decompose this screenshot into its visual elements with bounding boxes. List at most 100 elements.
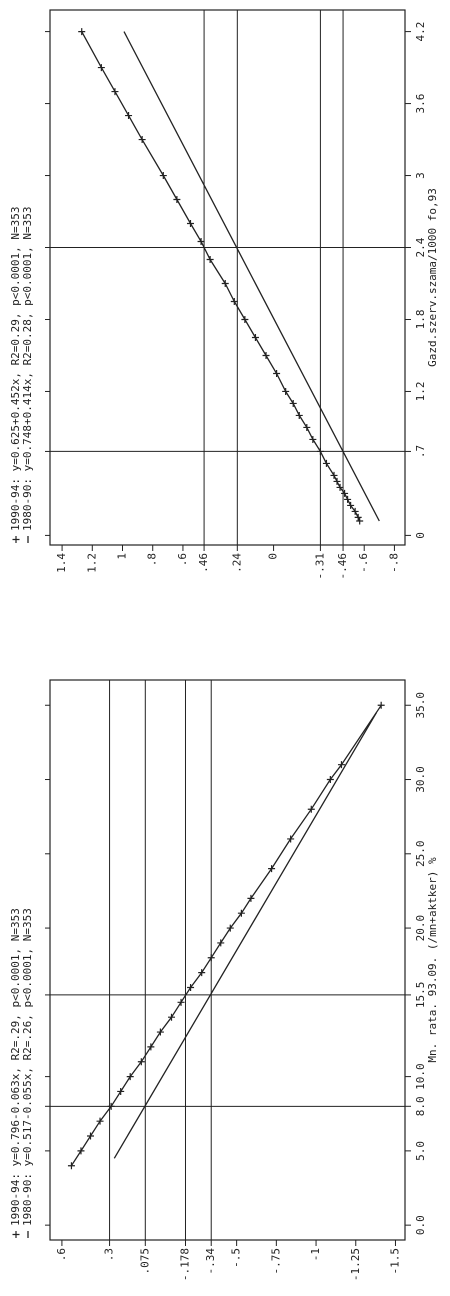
point [351, 507, 359, 515]
point [316, 447, 324, 455]
x-tick-label: 0.0 [414, 1215, 427, 1235]
x-tick-label: 1.8 [414, 310, 427, 330]
point [137, 1058, 145, 1066]
y-tick-label: .6 [176, 553, 189, 566]
plot-frame [49, 679, 406, 1241]
point [347, 501, 355, 509]
point [226, 924, 234, 932]
point [221, 279, 229, 287]
y-tick-label: .24 [230, 553, 243, 573]
x-tick-label: 8.0 [414, 1096, 427, 1116]
point [322, 459, 330, 467]
point [159, 172, 167, 180]
x-tick-label: 15.5 [414, 982, 427, 1009]
point [307, 805, 315, 813]
point [337, 761, 345, 769]
fit-line [70, 704, 382, 1167]
point [268, 865, 276, 873]
point [198, 969, 206, 977]
point [96, 1117, 104, 1125]
point [173, 196, 181, 204]
y-tick-label: -.31 [313, 553, 326, 580]
y-tick-label: -1.25 [349, 1248, 362, 1281]
point [341, 489, 349, 497]
point [287, 835, 295, 843]
y-tick-label: 1 [116, 553, 129, 560]
y-tick-label: 1.4 [55, 553, 68, 573]
point [125, 112, 133, 120]
point [326, 776, 334, 784]
x-tick-label: 5.0 [414, 1141, 427, 1161]
x-tick-label: 25.0 [414, 841, 427, 868]
point [206, 256, 214, 264]
x-axis-label: Gazd.szerv.szama/1000 fo,93 [426, 188, 439, 367]
y-tick-label: .3 [103, 1248, 116, 1261]
y-tick-label: 1.2 [85, 553, 98, 573]
plot-frame [49, 9, 406, 546]
point [230, 297, 238, 305]
point [262, 351, 270, 359]
point [187, 983, 195, 991]
chart: 0.71.21.82.433.64.21.4 1.2 1.8.6.46.24 0 -.3… [9, 9, 439, 580]
y-tick-label: .8 [146, 553, 159, 566]
chart: 0.0 5.0 8.0 10.0 15.5 20.0 25.0 30.0 35.0 .6 .3 .07… [9, 679, 439, 1281]
point [87, 1132, 95, 1140]
point [147, 1043, 155, 1051]
x-tick-label: 3 [414, 172, 427, 179]
x-tick-label: 0 [414, 532, 427, 539]
x-tick-label: 20.0 [414, 915, 427, 942]
y-tick-label: .6 [55, 1248, 68, 1261]
y-tick-label: -.8 [387, 553, 400, 573]
point [237, 909, 245, 917]
point [107, 1102, 115, 1110]
point [295, 411, 303, 419]
y-tick-label: 0 [267, 553, 280, 560]
point [241, 315, 249, 323]
fit-line [81, 31, 361, 522]
point [138, 136, 146, 144]
point [217, 939, 225, 947]
x-tick-label: 3.6 [414, 94, 427, 114]
legend-symbol [12, 1231, 20, 1238]
point [333, 477, 341, 485]
point [67, 1162, 75, 1170]
fit-line [113, 712, 377, 1159]
x-tick-label: 4.2 [414, 22, 427, 42]
point [303, 423, 311, 431]
point [247, 894, 255, 902]
y-tick-label: .075 [138, 1248, 151, 1275]
y-tick-label: -.34 [204, 1248, 217, 1275]
point [309, 435, 317, 443]
point [289, 399, 297, 407]
y-tick-label: -.6 [357, 553, 370, 573]
point [177, 998, 185, 1006]
x-tick-label: .7 [414, 445, 427, 458]
point [330, 471, 338, 479]
x-tick-label: 2.4 [414, 237, 427, 257]
x-tick-label: 30.0 [414, 766, 427, 793]
legend-symbol [12, 536, 20, 543]
legend-label: 1980-90: y=0.748+0.414x, R2=0.28, p<0.00… [21, 206, 34, 531]
x-axis-label: Mn. rata. 93.09. (/mn+aktker) % [426, 857, 439, 1063]
point [207, 954, 215, 962]
point [97, 64, 105, 72]
y-tick-label: -1.5 [388, 1248, 401, 1275]
point [168, 1013, 176, 1021]
legend-label: 1990-94: y=0.796-0.063x, R2=.29, p<0.000… [9, 908, 22, 1226]
point [251, 333, 259, 341]
point [336, 483, 344, 491]
point [186, 220, 194, 228]
point [282, 387, 290, 395]
point [197, 238, 205, 246]
y-tick-label: -.178 [178, 1248, 191, 1281]
y-tick-label: .46 [197, 553, 210, 573]
fit-line [123, 31, 380, 522]
point [78, 28, 86, 36]
point [117, 1087, 125, 1095]
point [344, 495, 352, 503]
y-tick-label: -1 [309, 1248, 322, 1261]
y-tick-label: -.46 [336, 553, 349, 580]
point [356, 517, 364, 525]
point [354, 513, 362, 521]
